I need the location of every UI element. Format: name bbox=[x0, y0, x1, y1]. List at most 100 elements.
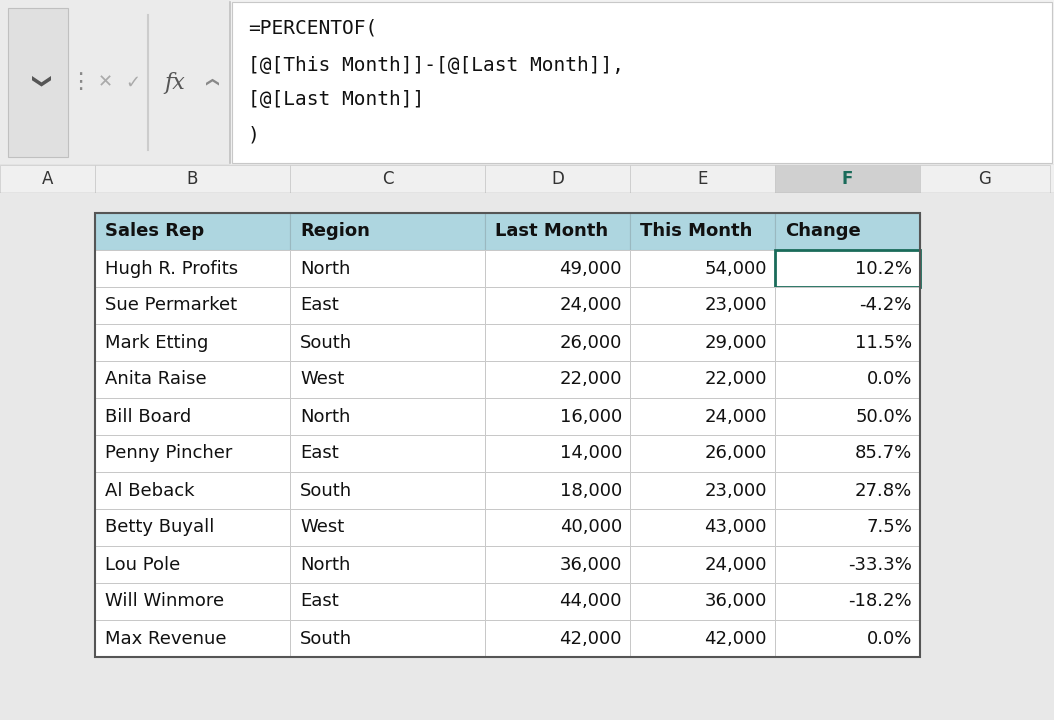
Text: 44,000: 44,000 bbox=[560, 593, 622, 611]
Text: ✓: ✓ bbox=[125, 73, 140, 91]
Bar bbox=[95, 546, 290, 583]
Text: G: G bbox=[978, 170, 992, 188]
Bar bbox=[95, 213, 290, 250]
Text: Last Month: Last Month bbox=[495, 222, 608, 240]
Text: South: South bbox=[300, 629, 352, 647]
Text: ): ) bbox=[248, 125, 259, 145]
Bar bbox=[775, 361, 920, 398]
Bar bbox=[290, 435, 485, 472]
Text: ❮: ❮ bbox=[203, 77, 216, 88]
Bar bbox=[630, 435, 775, 472]
Bar bbox=[630, 287, 775, 324]
Bar bbox=[0, 165, 95, 193]
Text: D: D bbox=[551, 170, 564, 188]
Text: 40,000: 40,000 bbox=[560, 518, 622, 536]
Text: C: C bbox=[382, 170, 393, 188]
Text: Bill Board: Bill Board bbox=[105, 408, 191, 426]
Text: -33.3%: -33.3% bbox=[848, 556, 912, 574]
Bar bbox=[485, 213, 630, 250]
Text: -18.2%: -18.2% bbox=[848, 593, 912, 611]
Bar bbox=[775, 287, 920, 324]
Bar bbox=[95, 472, 290, 509]
Text: 36,000: 36,000 bbox=[705, 593, 767, 611]
Bar bbox=[485, 583, 630, 620]
Bar bbox=[290, 546, 485, 583]
Bar bbox=[485, 361, 630, 398]
Text: 26,000: 26,000 bbox=[705, 444, 767, 462]
Text: 54,000: 54,000 bbox=[704, 259, 767, 277]
Text: 0.0%: 0.0% bbox=[866, 629, 912, 647]
Bar bbox=[485, 287, 630, 324]
Bar bbox=[775, 509, 920, 546]
Bar bbox=[485, 398, 630, 435]
Text: 16,000: 16,000 bbox=[560, 408, 622, 426]
Text: Will Winmore: Will Winmore bbox=[105, 593, 225, 611]
Bar bbox=[775, 213, 920, 250]
Bar bbox=[630, 165, 775, 193]
Text: Change: Change bbox=[785, 222, 861, 240]
Text: 42,000: 42,000 bbox=[560, 629, 622, 647]
Bar bbox=[95, 165, 290, 193]
Bar bbox=[485, 324, 630, 361]
Bar bbox=[485, 509, 630, 546]
Bar bbox=[0, 0, 230, 165]
Bar bbox=[775, 472, 920, 509]
Text: =PERCENTOF(: =PERCENTOF( bbox=[248, 19, 377, 37]
Text: This Month: This Month bbox=[640, 222, 753, 240]
Text: Lou Pole: Lou Pole bbox=[105, 556, 180, 574]
Bar bbox=[630, 472, 775, 509]
Text: ✕: ✕ bbox=[97, 73, 113, 91]
Bar bbox=[920, 165, 1050, 193]
Text: F: F bbox=[842, 170, 853, 188]
Bar bbox=[775, 583, 920, 620]
Bar bbox=[95, 435, 290, 472]
Text: Hugh R. Profits: Hugh R. Profits bbox=[105, 259, 238, 277]
Text: 18,000: 18,000 bbox=[560, 482, 622, 500]
Bar bbox=[775, 620, 920, 657]
Bar bbox=[290, 509, 485, 546]
Bar bbox=[290, 213, 485, 250]
Bar bbox=[95, 361, 290, 398]
Text: [@[Last Month]]: [@[Last Month]] bbox=[248, 91, 425, 109]
Bar bbox=[95, 213, 920, 657]
Text: West: West bbox=[300, 371, 345, 389]
Text: 27.8%: 27.8% bbox=[855, 482, 912, 500]
Text: 10.2%: 10.2% bbox=[855, 259, 912, 277]
Bar bbox=[630, 213, 775, 250]
Text: 26,000: 26,000 bbox=[560, 333, 622, 351]
Bar bbox=[95, 583, 290, 620]
Text: 0.0%: 0.0% bbox=[866, 371, 912, 389]
Text: 22,000: 22,000 bbox=[704, 371, 767, 389]
Bar bbox=[485, 250, 630, 287]
Text: ⋮: ⋮ bbox=[69, 73, 91, 92]
Bar bbox=[630, 398, 775, 435]
Text: Penny Pincher: Penny Pincher bbox=[105, 444, 232, 462]
Bar bbox=[630, 361, 775, 398]
Text: fx: fx bbox=[164, 71, 186, 94]
Text: 23,000: 23,000 bbox=[704, 482, 767, 500]
Text: Betty Buyall: Betty Buyall bbox=[105, 518, 214, 536]
Text: A: A bbox=[42, 170, 53, 188]
Bar bbox=[290, 361, 485, 398]
Text: Sales Rep: Sales Rep bbox=[105, 222, 204, 240]
Bar bbox=[630, 324, 775, 361]
Text: 24,000: 24,000 bbox=[704, 556, 767, 574]
Bar bbox=[630, 546, 775, 583]
Bar bbox=[290, 583, 485, 620]
Bar bbox=[290, 620, 485, 657]
Bar bbox=[290, 472, 485, 509]
Bar bbox=[485, 435, 630, 472]
Bar bbox=[630, 620, 775, 657]
Bar bbox=[775, 250, 920, 287]
Text: West: West bbox=[300, 518, 345, 536]
Text: East: East bbox=[300, 444, 338, 462]
Bar bbox=[290, 165, 485, 193]
Bar bbox=[775, 435, 920, 472]
Text: Mark Etting: Mark Etting bbox=[105, 333, 209, 351]
Bar bbox=[232, 2, 1052, 163]
Text: Sue Permarket: Sue Permarket bbox=[105, 297, 237, 315]
Bar bbox=[485, 165, 630, 193]
Bar bbox=[630, 250, 775, 287]
Text: 85.7%: 85.7% bbox=[855, 444, 912, 462]
Bar bbox=[8, 8, 69, 157]
